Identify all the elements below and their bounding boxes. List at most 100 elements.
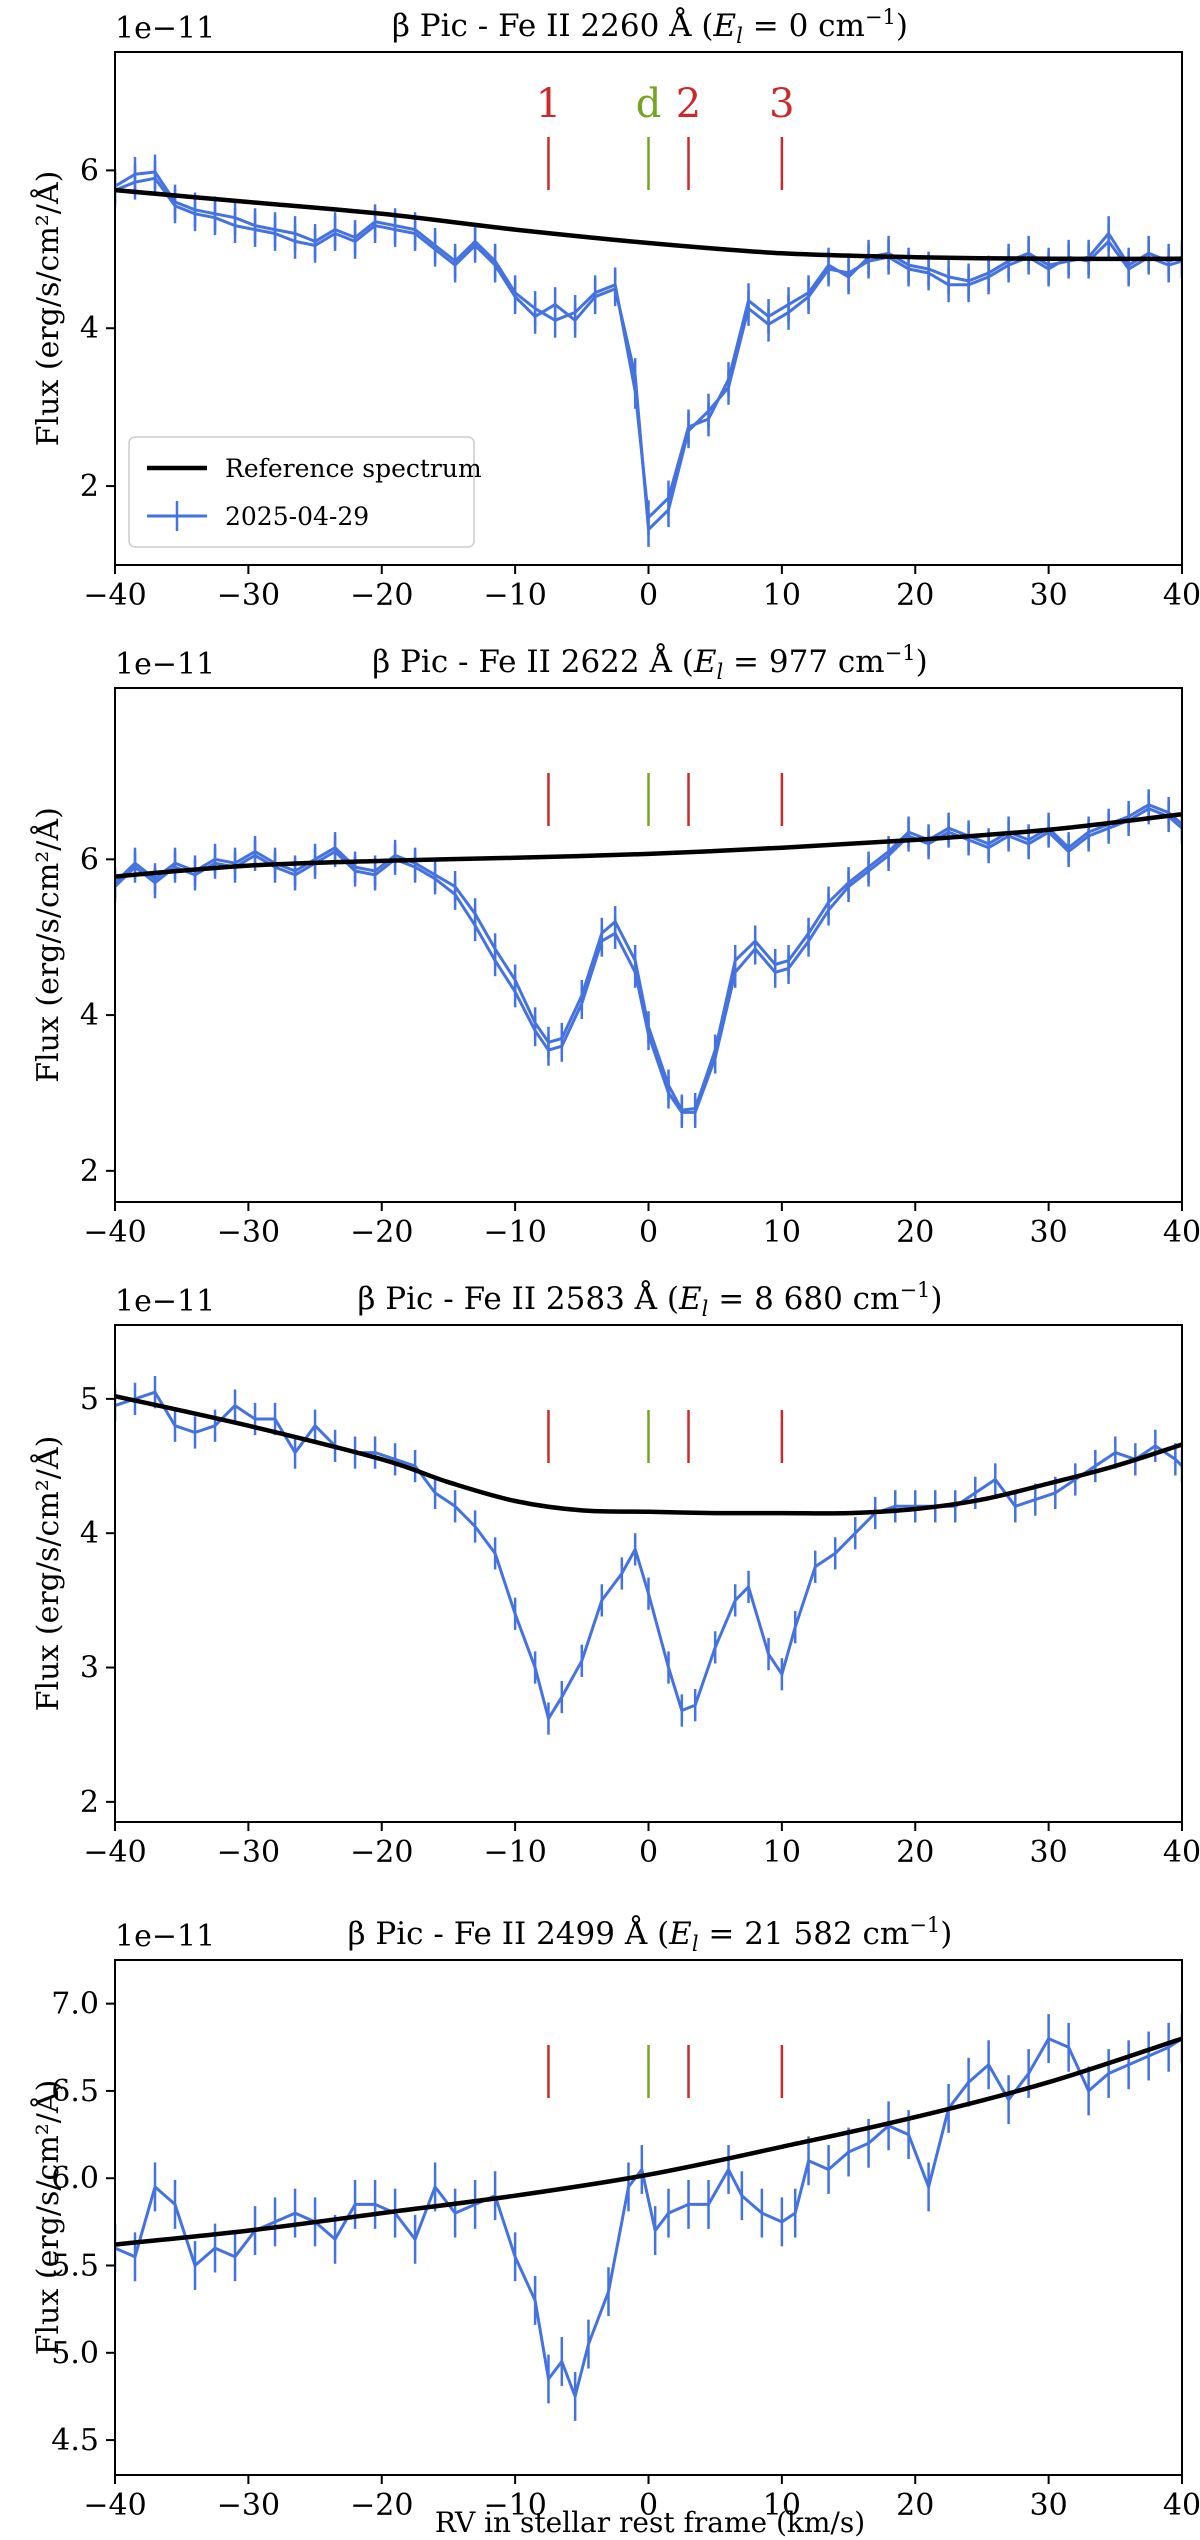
plot-area — [115, 154, 1182, 547]
chart-title: β Pic - Fe II 2499 Å (El = 21 582 cm−1) — [348, 1913, 953, 1956]
chart-title: β Pic - Fe II 2622 Å (El = 977 cm−1) — [372, 641, 927, 684]
y-tick-label: 3 — [80, 1651, 99, 1686]
offset-label: 1e−11 — [115, 647, 215, 682]
plot-area — [115, 1376, 1182, 1735]
y-tick-label: 5 — [80, 1382, 99, 1417]
legend-entry-label: 2025-04-29 — [225, 502, 369, 531]
y-axis-label: Flux (erg/s/cm²/Å) — [30, 2080, 66, 2356]
x-tick-label: −30 — [217, 2488, 280, 2523]
x-tick-label: −40 — [83, 1215, 146, 1250]
y-tick-label: 4 — [80, 1516, 99, 1551]
reference-spectrum-line — [115, 187, 1182, 262]
marker-label-1: 1 — [536, 81, 561, 127]
x-tick-label: 20 — [896, 1835, 934, 1870]
y-tick-label: 6.5 — [51, 2074, 99, 2109]
x-tick-label: −10 — [483, 1215, 546, 1250]
axes-frame — [114, 687, 1183, 1203]
offset-label: 1e−11 — [115, 11, 215, 46]
x-tick-label: 10 — [763, 1215, 801, 1250]
x-tick-label: −10 — [483, 1835, 546, 1870]
x-tick-label: 20 — [896, 578, 934, 613]
title-suffix: ) — [916, 644, 928, 680]
y-tick-label: 2 — [80, 1785, 99, 1820]
x-tick-label: −40 — [83, 2488, 146, 2523]
y-tick-label: 4.5 — [51, 2423, 99, 2458]
legend-entry-label: Reference spectrum — [225, 454, 482, 483]
offset-label: 1e−11 — [115, 1284, 215, 1319]
x-tick-label: −40 — [83, 1835, 146, 1870]
marker-label-3: 3 — [769, 81, 794, 127]
x-tick-label: −30 — [217, 1215, 280, 1250]
x-tick-label: 40 — [1163, 1835, 1200, 1870]
x-tick-label: −20 — [350, 2488, 413, 2523]
y-tick-label: 6 — [80, 153, 99, 188]
title-superscript: −1 — [909, 1913, 940, 1937]
title-superscript: −1 — [885, 641, 916, 665]
x-tick-label: −10 — [483, 2488, 546, 2523]
reference-spectrum-line — [115, 811, 1182, 879]
x-tick-label: 0 — [639, 578, 658, 613]
plot-area — [115, 789, 1182, 1129]
y-tick-label: 6.0 — [51, 2161, 99, 2196]
y-tick-label: 5.0 — [51, 2336, 99, 2371]
title-suffix: ) — [930, 1281, 942, 1317]
title-prefix: β Pic - Fe II 2260 Å ( — [392, 6, 714, 44]
title-prefix: β Pic - Fe II 2499 Å ( — [348, 1914, 670, 1952]
offset-label: 1e−11 — [115, 1919, 215, 1954]
title-energy-value: = 0 cm — [743, 8, 865, 44]
x-tick-label: 10 — [763, 578, 801, 613]
x-tick-label: −30 — [217, 578, 280, 613]
y-tick-label: 2 — [80, 469, 99, 504]
title-energy-value: = 21 582 cm — [699, 1916, 910, 1952]
x-tick-label: −30 — [217, 1835, 280, 1870]
x-axis-label: RV in stellar rest frame (km/s) — [435, 2506, 865, 2539]
title-suffix: ) — [940, 1916, 952, 1952]
y-tick-label: 4 — [80, 311, 99, 346]
x-tick-label: 30 — [1030, 578, 1068, 613]
title-superscript: −1 — [899, 1278, 930, 1302]
title-energy-symbol: E — [693, 644, 717, 680]
plot-area — [115, 2014, 1182, 2421]
data-series-line — [115, 2037, 1182, 2398]
chart-panel-2: −40 −30 −20 −10 0 10 20 30 40 2 4 6 1e−11 β Pic - Fe … — [30, 641, 1200, 1250]
x-tick-label: 40 — [1163, 2488, 1200, 2523]
title-suffix: ) — [896, 8, 908, 44]
x-tick-label: 20 — [896, 2488, 934, 2523]
x-tick-label: −10 — [483, 578, 546, 613]
x-tick-label: 0 — [639, 2488, 658, 2523]
x-tick-label: 0 — [639, 1215, 658, 1250]
title-subscript: l — [716, 660, 723, 684]
x-tick-label: 20 — [896, 1215, 934, 1250]
title-subscript: l — [736, 24, 743, 48]
title-subscript: l — [702, 1297, 709, 1321]
y-tick-label: 4 — [80, 998, 99, 1033]
reference-spectrum-line — [115, 2036, 1182, 2247]
x-tick-label: −20 — [350, 578, 413, 613]
legend-box — [128, 436, 475, 548]
x-tick-label: 10 — [763, 1835, 801, 1870]
title-energy-symbol: E — [713, 8, 737, 44]
marker-label-d: d — [636, 81, 662, 127]
y-tick-label: 5.5 — [51, 2249, 99, 2284]
y-axis-label: Flux (erg/s/cm²/Å) — [30, 171, 66, 447]
title-prefix: β Pic - Fe II 2583 Å ( — [357, 1279, 679, 1317]
y-tick-label: 2 — [80, 1154, 99, 1189]
chart-panel-4: −40 −30 −20 −10 0 10 20 30 40 4.5 5.0 5.5 6.0 6.5 7.0 1… — [30, 1913, 1200, 2523]
title-energy-value: = 977 cm — [723, 644, 884, 680]
y-axis-label: Flux (erg/s/cm²/Å) — [30, 1436, 66, 1712]
title-subscript: l — [692, 1932, 699, 1956]
x-tick-label: 30 — [1030, 2488, 1068, 2523]
x-tick-label: −20 — [350, 1835, 413, 1870]
x-tick-label: −20 — [350, 1215, 413, 1250]
x-tick-label: −40 — [83, 578, 146, 613]
legend: Reference spectrum 2025-04-29 — [128, 436, 482, 548]
y-tick-label: 7.0 — [51, 1987, 99, 2022]
chart-title: β Pic - Fe II 2260 Å (El = 0 cm−1) — [392, 5, 908, 48]
x-tick-label: 30 — [1030, 1835, 1068, 1870]
title-energy-value: = 8 680 cm — [708, 1281, 899, 1317]
title-prefix: β Pic - Fe II 2622 Å ( — [372, 642, 694, 680]
reference-spectrum-line — [115, 1393, 1182, 1516]
title-energy-symbol: E — [668, 1916, 692, 1952]
